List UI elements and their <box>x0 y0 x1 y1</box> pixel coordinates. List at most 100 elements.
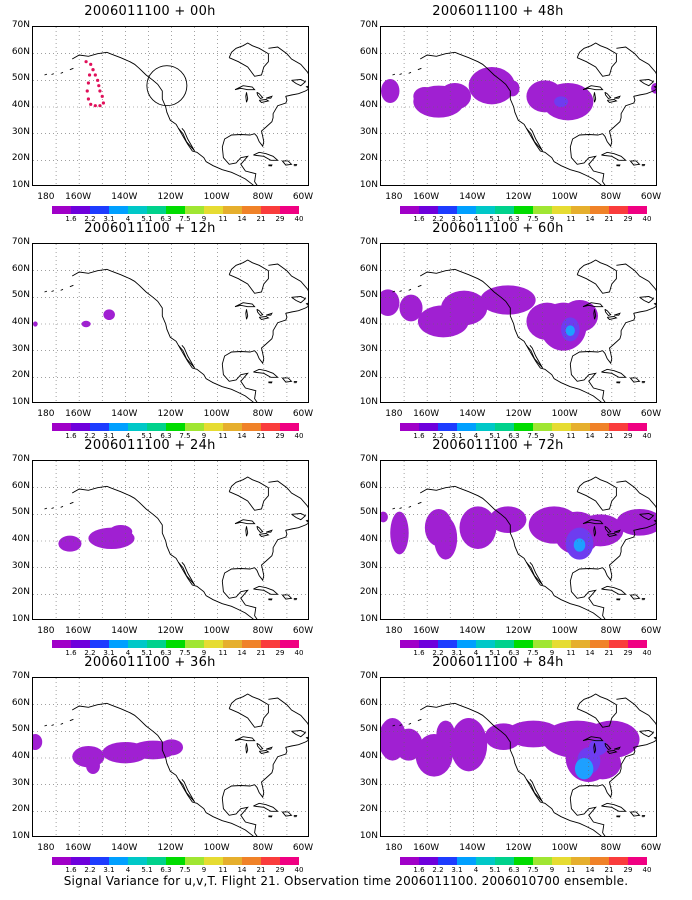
coastline <box>245 743 249 754</box>
colorbar-swatch <box>476 640 495 648</box>
lon-label: 120W <box>157 626 184 636</box>
target-circle <box>146 65 188 107</box>
lat-label: 10N <box>359 180 378 190</box>
colorbar-swatch <box>147 640 166 648</box>
colorbar-label: 6.3 <box>508 866 520 874</box>
lon-label: 160W <box>65 192 92 202</box>
coastline <box>178 128 195 152</box>
coastline <box>258 750 270 754</box>
colorbar-swatch <box>533 206 552 214</box>
coastline <box>268 697 308 726</box>
coastline <box>291 730 307 738</box>
colorbar-label: 1.6 <box>65 649 77 657</box>
coastline <box>44 73 48 76</box>
coastline <box>526 345 543 369</box>
lat-label: 60N <box>11 697 30 708</box>
colorbar-label: 4 <box>125 215 131 223</box>
colorbar-label: 6.3 <box>508 215 520 223</box>
colorbar-swatch <box>109 206 128 214</box>
lon-label: 140W <box>111 626 138 636</box>
coastline <box>228 259 269 294</box>
colorbar-swatch <box>419 206 438 214</box>
flight-track-point <box>87 73 92 77</box>
colorbar-label: 29 <box>275 866 285 874</box>
map-frame <box>32 460 309 620</box>
coastline <box>593 526 597 537</box>
lon-label: 100W <box>203 192 230 202</box>
colorbar-swatch <box>438 640 457 648</box>
panel-title: 2006011100 + 00h <box>84 4 216 19</box>
colorbar-label: 9 <box>201 866 207 874</box>
lon-label: 100W <box>551 192 578 202</box>
lat-label: 40N <box>359 534 378 544</box>
lat-label: 70N <box>359 237 378 247</box>
coastline <box>234 302 256 308</box>
colorbar-swatch <box>571 423 590 431</box>
colorbar-swatch <box>147 857 166 865</box>
coastline <box>641 598 646 601</box>
lat-label: 30N <box>359 777 378 788</box>
coastline <box>616 46 656 75</box>
coastline <box>593 92 597 103</box>
coastline <box>60 505 64 508</box>
lat-label: 10N <box>359 614 378 624</box>
lat-label: 70N <box>11 20 30 30</box>
colorbar-swatch <box>166 206 185 214</box>
colorbar-label: 2.2 <box>432 215 444 223</box>
coastline <box>417 718 422 722</box>
variance-region <box>399 294 423 322</box>
colorbar-swatch <box>514 640 533 648</box>
map-panel: 2006011100 + 84h 70N 60N 50N 40N 30N 20N 10N 180… <box>348 655 678 880</box>
colorbar-label: 9 <box>201 432 207 440</box>
lat-label: 30N <box>11 560 30 571</box>
colorbar-label: 7.5 <box>527 215 539 223</box>
lat-label: 10N <box>11 397 30 407</box>
colorbar-label: 4 <box>473 649 479 657</box>
colorbar-swatch <box>109 857 128 865</box>
coastline <box>606 99 618 103</box>
colorbar-label: 29 <box>275 215 285 223</box>
colorbar-label: 14 <box>585 432 595 440</box>
coastline <box>51 73 54 75</box>
coastline <box>281 160 293 166</box>
variance-region <box>651 83 656 94</box>
coastline <box>253 585 279 595</box>
coastline <box>419 485 602 619</box>
colorbar-swatch <box>457 206 476 214</box>
variance-region <box>33 321 38 327</box>
colorbar <box>400 640 647 648</box>
lat-label: 40N <box>11 100 30 110</box>
coastline <box>569 88 656 185</box>
flight-track-point <box>93 73 97 77</box>
colorbar-label: 21 <box>256 866 266 874</box>
flight-track-point <box>91 68 95 72</box>
flight-track-point <box>93 104 97 108</box>
map-panel: 2006011100 + 72h 70N 60N 50N 40N 30N 20N 10N 180… <box>348 438 678 663</box>
variance-region <box>574 758 594 780</box>
coastline <box>582 302 604 308</box>
variance-region <box>33 734 43 750</box>
colorbar-swatch <box>147 423 166 431</box>
lat-label: 50N <box>11 724 30 735</box>
colorbar-swatch <box>204 640 223 648</box>
variance-region <box>103 309 115 320</box>
variance-region <box>159 739 184 756</box>
colorbar-label: 21 <box>604 215 614 223</box>
colorbar-swatch <box>438 423 457 431</box>
coastline <box>268 164 273 167</box>
lat-label: 30N <box>359 560 378 571</box>
colorbar-label: 6.3 <box>160 215 172 223</box>
colorbar-swatch <box>438 206 457 214</box>
coastline <box>417 67 422 71</box>
colorbar-label: 3.1 <box>451 866 463 874</box>
variance-region <box>86 758 100 774</box>
coastline <box>221 88 308 185</box>
coastline <box>71 702 254 836</box>
coastline <box>616 381 621 384</box>
lon-label: 140W <box>459 409 486 419</box>
coastline <box>268 598 273 601</box>
coastline <box>265 312 273 316</box>
lon-label: 80W <box>252 409 274 419</box>
lon-label: 160W <box>413 626 440 636</box>
coastline <box>576 476 617 511</box>
